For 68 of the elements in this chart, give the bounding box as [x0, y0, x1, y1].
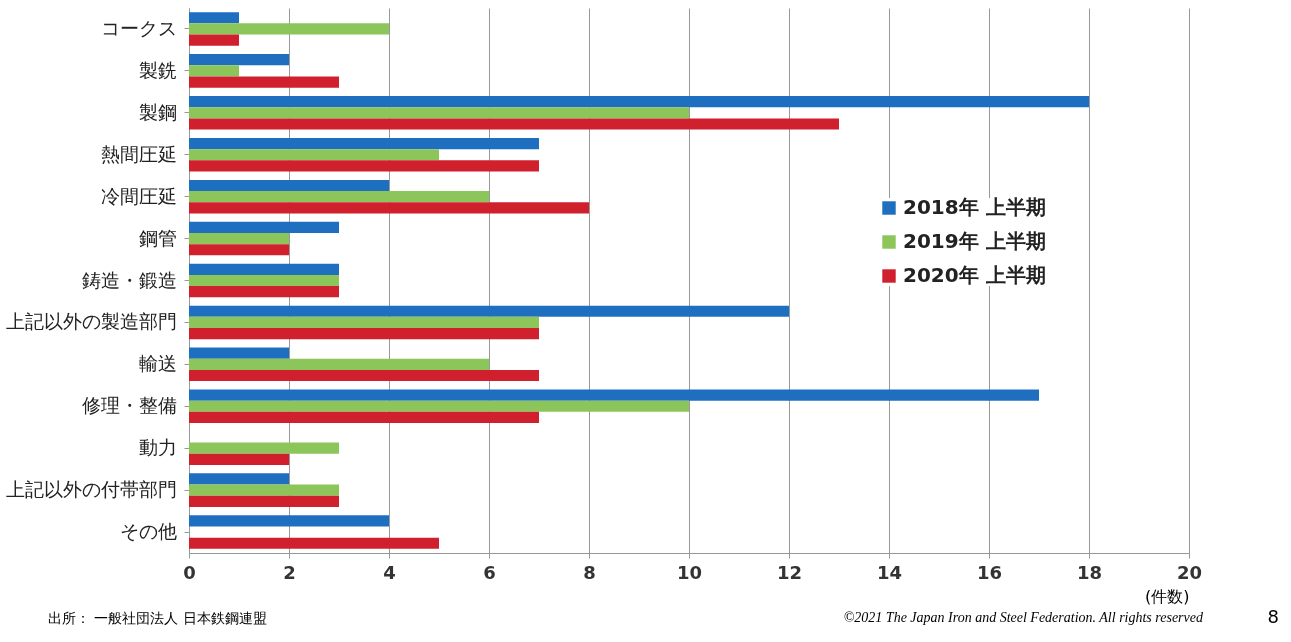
- x-tick-label: 2: [283, 561, 296, 583]
- bar: [189, 286, 339, 298]
- bar: [189, 328, 539, 340]
- x-tick-label: 20: [1176, 561, 1203, 583]
- bar: [189, 191, 489, 203]
- bar: [189, 484, 339, 496]
- x-tick-label: 4: [383, 561, 396, 583]
- bar: [189, 515, 389, 527]
- x-tick-label: 12: [776, 561, 803, 583]
- y-tick-label: 輸送: [138, 352, 177, 375]
- bar: [189, 347, 289, 359]
- y-tick-label: 製銑: [138, 58, 177, 81]
- bar: [189, 274, 339, 287]
- text: ©2021 The Japan Iron and Steel Federation. All rights reserved: [843, 610, 1203, 626]
- bar: [189, 400, 689, 412]
- x-tick-label: 8: [583, 561, 596, 583]
- bar: [189, 442, 339, 454]
- bar: [189, 179, 389, 192]
- bar: [189, 537, 439, 549]
- legend-label: 2019年 上半期: [903, 229, 1046, 253]
- y-tick-label: 修理・整備: [81, 394, 177, 417]
- bar: [189, 473, 289, 485]
- bar: [189, 244, 289, 256]
- bar: [189, 12, 239, 24]
- bar: [189, 118, 839, 130]
- bar: [189, 221, 339, 233]
- x-axis-title: (件数): [1145, 586, 1190, 606]
- y-tick-label: その他: [119, 520, 177, 543]
- text: 出所： 一般社団法人 日本鉄鋼連盟: [48, 610, 267, 628]
- x-tick-label: 6: [483, 561, 496, 583]
- bar: [189, 232, 289, 245]
- bar: [189, 316, 539, 329]
- bar: [189, 358, 489, 370]
- bar: [189, 137, 539, 150]
- bar: [189, 107, 689, 119]
- bar: [189, 23, 389, 35]
- bar: [189, 202, 589, 214]
- bar: [189, 389, 1039, 401]
- legend-label: 2020年 上半期: [903, 263, 1046, 287]
- y-tick-label: 冷間圧延: [100, 184, 177, 207]
- bar: [189, 54, 289, 66]
- bar: [189, 495, 339, 507]
- x-tick-label: 16: [976, 561, 1003, 583]
- y-tick-label: コークス: [100, 16, 177, 39]
- legend-label: 2018年 上半期: [903, 195, 1046, 219]
- bar: [189, 149, 439, 161]
- bar: [189, 411, 539, 424]
- x-tick-label: 10: [676, 561, 703, 583]
- bar: [189, 453, 289, 465]
- bar: [189, 369, 539, 382]
- bar: [189, 34, 239, 46]
- bar: [189, 76, 339, 88]
- y-tick-label: 上記以外の付帯部門: [5, 478, 177, 501]
- x-tick-label: 0: [183, 561, 196, 583]
- x-tick-label: 14: [876, 561, 903, 583]
- y-tick-label: 鋳造・鍛造: [81, 268, 177, 291]
- bar: [189, 65, 239, 77]
- bar: [189, 96, 1089, 108]
- y-tick-label: 動力: [138, 436, 177, 459]
- text: 8: [1267, 606, 1279, 627]
- bar: [189, 305, 789, 317]
- bar: [189, 263, 339, 275]
- y-tick-label: 製鋼: [138, 100, 177, 123]
- x-tick-label: 18: [1076, 561, 1103, 583]
- y-tick-label: 鋼管: [138, 226, 177, 249]
- y-tick-label: 上記以外の製造部門: [5, 310, 177, 333]
- bar: [189, 160, 539, 172]
- y-tick-label: 熱間圧延: [100, 142, 177, 165]
